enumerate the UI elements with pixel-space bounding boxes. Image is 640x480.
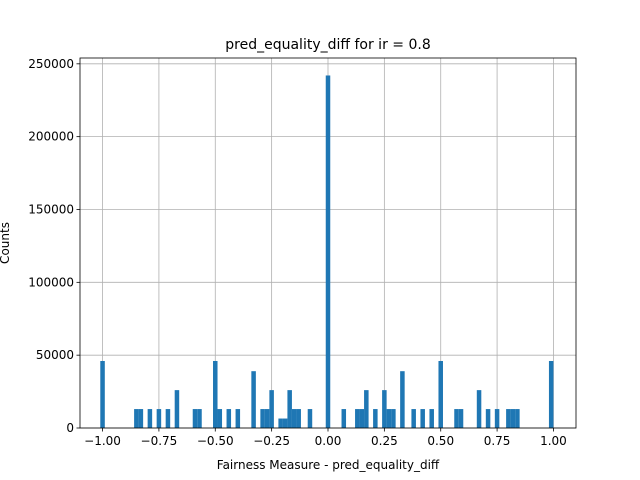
histogram-bar — [235, 409, 241, 428]
histogram-bar — [174, 390, 180, 428]
chart-title: pred_equality_diff for ir = 0.8 — [225, 37, 430, 53]
x-tick-label: 0.00 — [315, 434, 342, 448]
histogram-bar — [138, 409, 144, 428]
histogram-bar — [282, 418, 288, 428]
histogram-bar — [476, 390, 482, 428]
x-tick-label: 1.00 — [540, 434, 567, 448]
histogram-bar — [307, 409, 313, 428]
histogram-bar — [355, 409, 360, 428]
y-tick-label: 100000 — [28, 275, 74, 289]
x-tick-label: −0.50 — [197, 434, 234, 448]
histogram-bar — [458, 409, 464, 428]
histogram-bar — [494, 409, 500, 428]
histogram-bar — [100, 360, 105, 428]
histogram-bar — [429, 409, 434, 428]
bars — [100, 75, 554, 428]
histogram-bar — [400, 371, 405, 428]
histogram-bar — [386, 409, 392, 428]
histogram-bar — [213, 360, 218, 428]
histogram-bar — [260, 409, 265, 428]
histogram-bar — [156, 409, 162, 428]
histogram-bar — [287, 390, 292, 428]
histogram-bar — [454, 409, 459, 428]
x-tick-label: 0.75 — [484, 434, 511, 448]
x-axis-ticks: −1.00 −0.75 −0.50 −0.25 0.00 0.25 0.50 0.75 1.00 — [84, 428, 567, 448]
y-tick-label: 200000 — [28, 130, 74, 144]
x-tick-label: −0.75 — [141, 434, 178, 448]
y-tick-label: 250000 — [28, 57, 74, 71]
x-tick-label: 0.25 — [371, 434, 398, 448]
histogram-bar — [364, 390, 369, 428]
histogram-bar — [269, 390, 274, 428]
histogram-bar — [197, 409, 202, 428]
histogram-bar — [134, 409, 139, 428]
x-tick-label: −0.25 — [253, 434, 290, 448]
histogram-bar — [296, 409, 301, 428]
histogram-bar — [251, 371, 256, 428]
histogram-bar — [373, 409, 378, 428]
histogram-bar — [420, 409, 425, 428]
x-axis-label: Fairness Measure - pred_equality_diff — [217, 458, 440, 472]
histogram-bar — [382, 390, 387, 428]
histogram-bar — [165, 409, 171, 428]
x-tick-label: 0.50 — [427, 434, 454, 448]
y-tick-label: 0 — [66, 421, 74, 435]
x-tick-label: −1.00 — [84, 434, 121, 448]
y-tick-label: 150000 — [28, 202, 74, 216]
y-axis-ticks: 0 50000 100000 150000 200000 250000 — [28, 57, 80, 435]
histogram-bar — [192, 409, 198, 428]
histogram-bar — [359, 409, 365, 428]
histogram-bar — [548, 360, 554, 428]
histogram-bar — [411, 409, 416, 428]
histogram-bar — [217, 409, 223, 428]
y-tick-label: 50000 — [36, 348, 74, 362]
histogram-bar — [341, 409, 347, 428]
histogram-bar — [264, 409, 270, 428]
histogram-bar — [291, 409, 297, 428]
histogram-bar — [226, 409, 232, 428]
histogram-bar — [506, 409, 511, 428]
y-axis-label: Counts — [0, 222, 12, 264]
histogram-bar — [485, 409, 491, 428]
histogram-bar — [147, 409, 153, 428]
histogram-bar — [391, 409, 396, 428]
histogram-bar — [325, 75, 331, 428]
histogram-bar — [438, 360, 443, 428]
histogram-bar — [515, 409, 520, 428]
histogram-bar — [278, 418, 283, 428]
histogram-bar — [510, 409, 516, 428]
